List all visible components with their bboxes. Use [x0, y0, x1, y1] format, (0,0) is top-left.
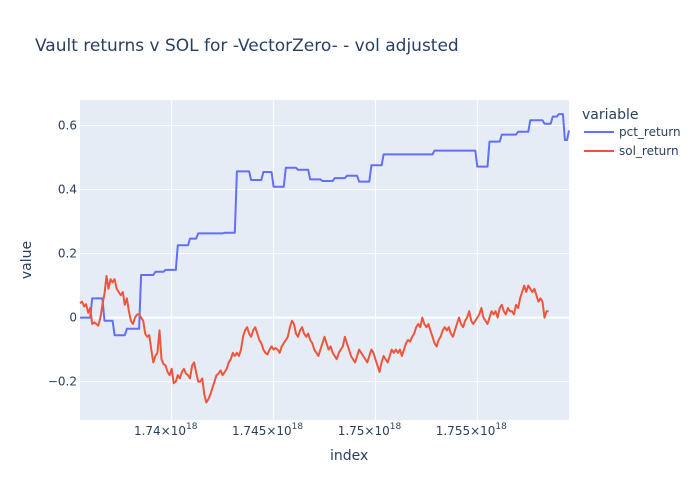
y-gridlines — [80, 125, 569, 383]
y-axis-title: value — [19, 241, 35, 279]
x-tick-label: 1.75×1018 — [338, 422, 402, 438]
legend-item-pct_return[interactable]: pct_return — [584, 125, 681, 139]
x-axis-title: index — [330, 448, 368, 464]
y-tick-labels: −0.2 0 0.2 0.4 0.6 — [48, 119, 77, 389]
plot-area — [80, 100, 569, 420]
x-tick-label: 1.755×1018 — [436, 422, 507, 438]
y-tick-label: 0.4 — [58, 183, 77, 197]
legend[interactable]: variable pct_return sol_return — [582, 107, 681, 158]
x-tick-labels: 1.74×1018 1.745×1018 1.75×1018 1.755×1018 — [134, 422, 507, 438]
legend-title: variable — [582, 107, 638, 123]
series-layer — [79, 113, 570, 404]
y-tick-label: 0 — [69, 311, 77, 325]
y-tick-label: 0.2 — [58, 247, 77, 261]
chart-title: Vault returns v SOL for -VectorZero- - v… — [35, 36, 459, 56]
series-line-pct_return[interactable] — [80, 113, 570, 337]
x-tick-label: 1.74×1018 — [134, 422, 198, 438]
legend-item-sol_return[interactable]: sol_return — [584, 144, 679, 158]
x-gridlines — [171, 100, 478, 420]
y-tick-label: −0.2 — [48, 375, 77, 389]
legend-label: pct_return — [619, 125, 681, 139]
y-tick-label: 0.6 — [58, 119, 77, 133]
x-tick-label: 1.745×1018 — [232, 422, 303, 438]
series-line-sol_return[interactable] — [79, 275, 549, 404]
legend-label: sol_return — [619, 144, 679, 158]
